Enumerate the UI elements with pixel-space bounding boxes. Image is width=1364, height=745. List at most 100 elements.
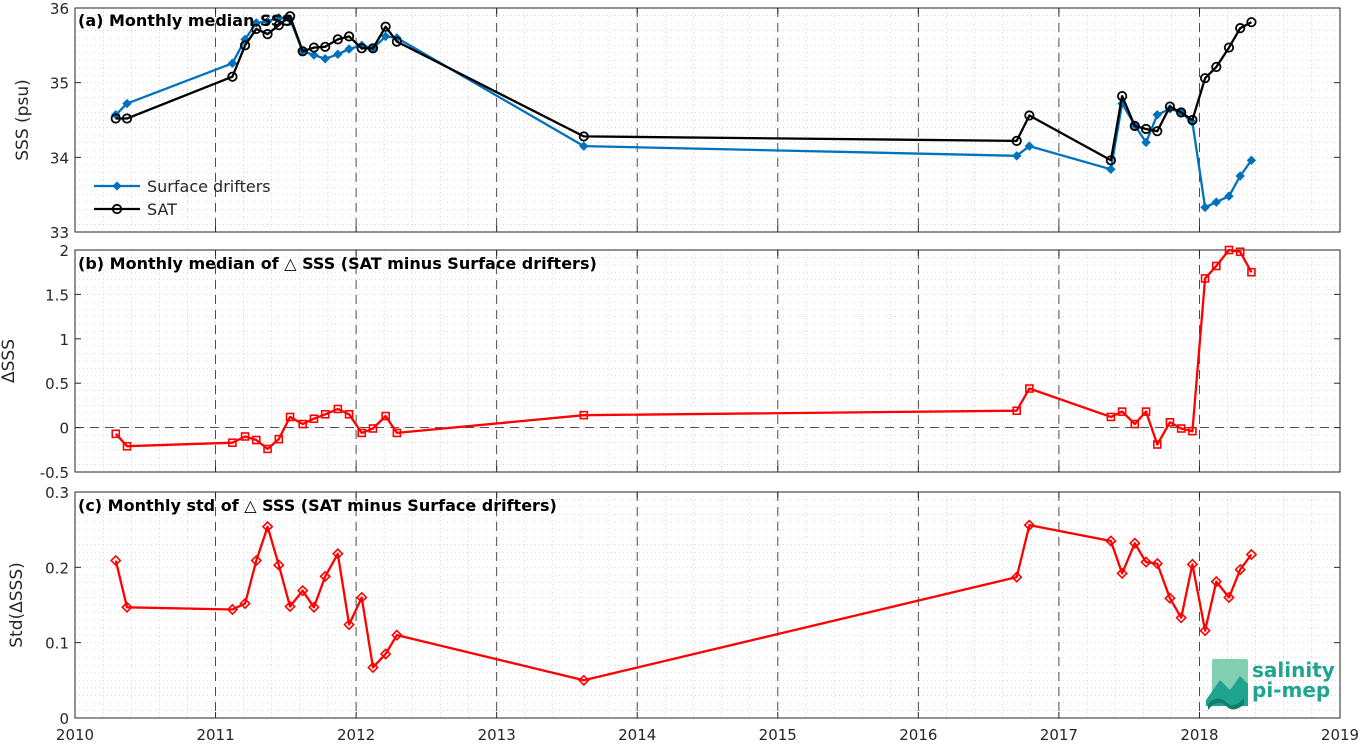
panel-b-ylabel: ΔSSS — [0, 339, 19, 383]
data-point — [320, 409, 330, 419]
data-point — [1141, 137, 1151, 148]
data-point — [239, 40, 251, 51]
data-point — [121, 601, 133, 613]
data-point — [1246, 17, 1257, 28]
data-point — [1235, 171, 1245, 181]
legend-marker — [111, 203, 123, 215]
data-point — [1151, 557, 1164, 570]
data-point — [1235, 23, 1246, 34]
data-point — [1152, 110, 1163, 120]
x-tick-label: 2019 — [1321, 726, 1359, 744]
data-point — [121, 113, 133, 124]
data-point — [227, 58, 238, 68]
logo-text-salinity: salinity — [1252, 658, 1335, 682]
data-point — [344, 409, 354, 419]
x-tick-label: 2015 — [759, 726, 797, 744]
panel-b-frame — [74, 249, 1341, 473]
data-point — [1212, 261, 1221, 271]
data-point — [1105, 155, 1116, 166]
data-point — [273, 559, 285, 571]
data-point — [1176, 107, 1187, 118]
series-0 — [110, 519, 1258, 687]
data-point — [1187, 114, 1198, 126]
series-line — [114, 523, 1253, 682]
panel-b-title: (b) Monthly median of △ SSS (SAT minus S… — [78, 254, 597, 273]
data-point — [1164, 101, 1176, 112]
data-point — [1010, 571, 1023, 583]
data-point — [579, 141, 589, 151]
series-0 — [111, 245, 1256, 454]
x-tick-label: 2010 — [56, 726, 94, 744]
data-point — [1165, 417, 1175, 427]
data-point — [1245, 548, 1258, 561]
data-point — [1140, 123, 1152, 135]
series-1 — [110, 11, 1257, 166]
data-point — [1234, 563, 1246, 576]
data-point — [333, 49, 343, 60]
logo-shape — [1208, 698, 1244, 710]
legend-marker — [112, 181, 122, 191]
data-point — [227, 71, 238, 82]
logo-shape — [1206, 676, 1248, 706]
data-point — [380, 21, 391, 32]
y-tick-label: 0 — [59, 710, 69, 728]
data-point — [1024, 110, 1035, 121]
y-tick-label: 36 — [50, 0, 69, 18]
legend-label-sat: SAT — [147, 200, 177, 219]
y-tick-label: 0.5 — [45, 375, 69, 393]
data-point — [1024, 141, 1035, 151]
data-point — [319, 570, 331, 583]
salinity-pi-mep-logo: salinity pi-mep — [1206, 658, 1335, 710]
data-point — [274, 434, 284, 444]
data-point — [1152, 440, 1162, 449]
data-point — [1023, 519, 1036, 531]
data-point — [297, 46, 308, 57]
data-point — [1011, 151, 1022, 161]
y-tick-label: 33 — [50, 224, 69, 242]
data-point — [379, 648, 392, 660]
data-point — [1211, 61, 1222, 73]
data-point — [1175, 612, 1187, 624]
data-point — [240, 432, 250, 441]
data-point — [1106, 164, 1116, 175]
data-point — [578, 131, 589, 142]
data-point — [1210, 575, 1223, 588]
y-tick-label: 0.1 — [45, 635, 69, 653]
data-point — [332, 34, 343, 45]
y-tick-label: -0.5 — [40, 464, 69, 482]
data-point — [285, 412, 295, 422]
data-point — [1211, 197, 1222, 207]
data-point — [1246, 155, 1257, 166]
data-point — [392, 428, 402, 438]
data-point — [343, 31, 355, 42]
data-point — [357, 428, 367, 438]
data-point — [1164, 592, 1176, 604]
y-tick-label: 34 — [50, 149, 69, 167]
data-point — [343, 618, 355, 631]
data-point — [239, 597, 251, 610]
data-point — [578, 674, 590, 687]
grid — [74, 249, 1341, 473]
data-point — [1105, 535, 1117, 547]
y-tick-label: 0.3 — [45, 484, 69, 502]
data-point — [356, 591, 368, 604]
panel-c-frame — [74, 491, 1341, 719]
data-point — [296, 584, 309, 597]
data-point — [1129, 537, 1141, 549]
data-point — [332, 548, 344, 560]
panel-a-ylabel: SSS (psu) — [13, 79, 33, 160]
panel-a-frame — [74, 7, 1341, 233]
panel-c-std-delta-sss: Std(ΔSSS) 0 0.1 0.2 0.3 2010 2011 2012 2013 2014… — [7, 484, 1359, 744]
y-tick-label: 0 — [59, 420, 69, 438]
y-tick-label: 0.2 — [45, 559, 69, 577]
data-point — [308, 601, 320, 613]
y-tick-label: 35 — [50, 75, 69, 93]
data-point — [368, 424, 378, 433]
logo-mark — [1206, 659, 1248, 710]
data-point — [367, 661, 379, 674]
data-point — [110, 113, 121, 124]
data-point — [579, 410, 589, 420]
data-point — [110, 554, 122, 567]
data-point — [1223, 42, 1235, 53]
